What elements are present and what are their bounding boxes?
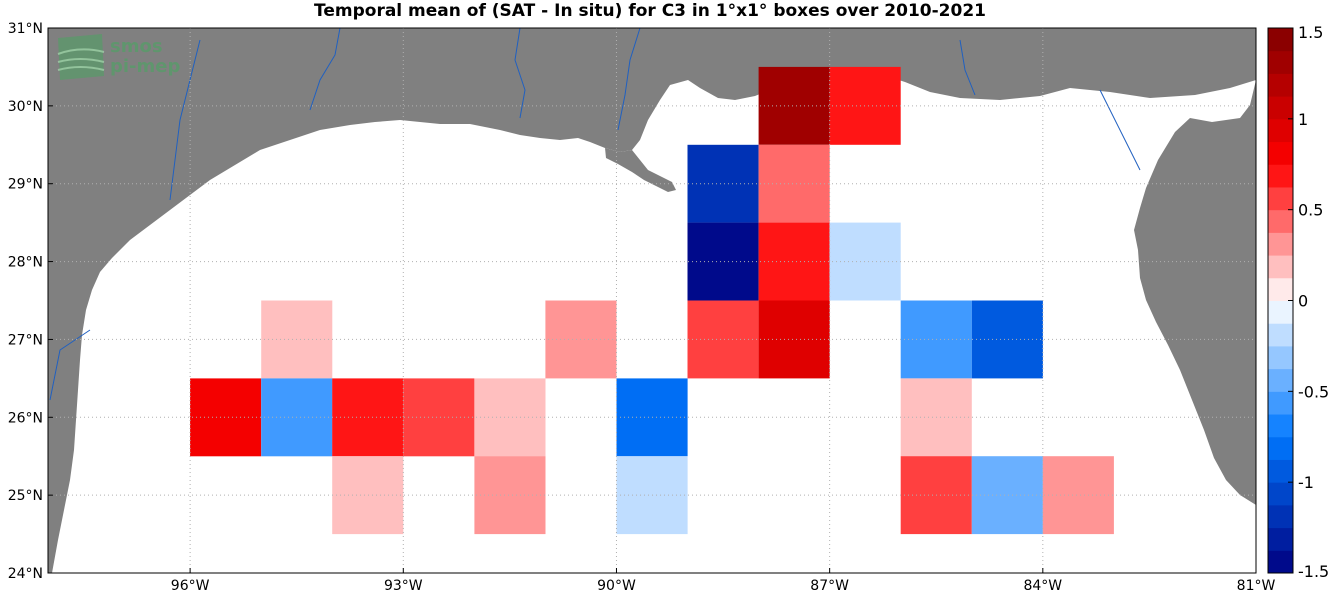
y-tick-label: 28°N — [8, 255, 43, 271]
land-northern-coast — [48, 28, 1256, 573]
heatmap-cell — [687, 300, 759, 379]
river — [959, 39, 976, 96]
colorbar-segment — [1268, 550, 1293, 574]
chart-title: Temporal mean of (SAT - In situ) for C3 … — [314, 1, 986, 21]
logo-text-smos: smos — [110, 36, 163, 57]
land-river-delta — [605, 148, 676, 192]
heatmap-cell — [687, 222, 759, 301]
logo-icon-stripes — [57, 48, 105, 71]
colorbar-tick-label: 0.5 — [1298, 201, 1323, 220]
x-tick-label: 90°W — [597, 578, 636, 594]
y-axis: 24°N 25°N 26°N 27°N 28°N 29°N 30°N 31°N — [8, 21, 53, 582]
y-tick-label: 31°N — [8, 21, 43, 37]
x-axis: 96°W 93°W 90°W 87°W 84°W 81°W — [171, 568, 1276, 594]
x-tick-label: 87°W — [810, 578, 849, 594]
y-tick-label: 29°N — [8, 177, 43, 193]
river — [617, 27, 641, 131]
colorbar-segment — [1268, 277, 1293, 301]
land-island — [1232, 168, 1242, 178]
colorbar-tick-label: -1 — [1298, 473, 1314, 492]
heatmap-cell — [403, 378, 475, 457]
colorbar-segment — [1268, 28, 1293, 52]
colorbar-tick-label: -0.5 — [1298, 382, 1329, 401]
heatmap-cell — [190, 378, 262, 457]
heatmap-cell — [687, 144, 759, 223]
colorbar — [1267, 27, 1294, 574]
logo-icon — [58, 34, 104, 80]
river — [49, 329, 91, 401]
colorbar-segment — [1268, 482, 1293, 506]
x-tick-label: 93°W — [384, 578, 423, 594]
heatmap-cell — [474, 456, 546, 535]
heatmap-cell — [758, 222, 830, 301]
colorbar-segment — [1268, 436, 1293, 460]
y-tick-label: 25°N — [8, 488, 43, 504]
heatmap-cell — [758, 144, 830, 223]
y-tick-label: 27°N — [8, 332, 43, 348]
colorbar-segment — [1268, 164, 1293, 188]
y-tick-label: 30°N — [8, 99, 43, 115]
colorbar-segment — [1268, 368, 1293, 392]
colorbar-segment — [1268, 209, 1293, 233]
x-tick-label: 96°W — [171, 578, 210, 594]
y-tick-label: 24°N — [8, 566, 43, 582]
colorbar-tick-label: -1.5 — [1298, 562, 1329, 581]
colorbar-segment — [1268, 73, 1293, 97]
y-tick-label: 26°N — [8, 410, 43, 426]
land-layer — [48, 28, 1256, 573]
heatmap-cell — [971, 300, 1043, 379]
colorbar-tick-label: 0 — [1298, 292, 1308, 311]
river — [1099, 89, 1141, 171]
heatmap-cell — [1042, 456, 1114, 535]
colorbar-segment — [1268, 300, 1293, 324]
smos-pi-mep-logo: smos pi-mep — [57, 34, 180, 80]
river — [514, 27, 526, 119]
colorbar-segment — [1268, 459, 1293, 483]
colorbar-segment — [1268, 323, 1293, 347]
colorbar-segment — [1268, 391, 1293, 415]
x-tick-label: 81°W — [1237, 578, 1276, 594]
river — [309, 27, 341, 111]
colorbar-segment — [1268, 118, 1293, 143]
colorbar-segment — [1268, 141, 1293, 165]
colorbar-segment — [1268, 232, 1293, 256]
colorbar-segment — [1268, 186, 1293, 211]
colorbar-segment — [1268, 96, 1293, 120]
heatmap-cell — [758, 66, 830, 145]
river — [169, 39, 201, 201]
grid-lines — [48, 28, 1256, 573]
logo-text-pi-mep: pi-mep — [110, 56, 180, 77]
land-island — [1206, 268, 1214, 276]
heatmap-cell — [971, 456, 1043, 535]
colorbar-segment — [1268, 345, 1293, 370]
colorbar-tick-label: 1 — [1298, 110, 1308, 129]
colorbar-tick-label: 1.5 — [1298, 23, 1323, 42]
heatmap-cell — [758, 300, 830, 379]
plot-frame — [47, 27, 1257, 574]
x-tick-label: 84°W — [1023, 578, 1062, 594]
colorbar-segment — [1268, 414, 1293, 438]
colorbar-ticks: 1.5 1 0.5 0 -0.5 -1 -1.5 — [1288, 23, 1329, 581]
colorbar-segment — [1268, 504, 1293, 529]
heatmap-cell — [474, 378, 546, 457]
colorbar-segment — [1268, 527, 1293, 551]
colorbar-segment — [1268, 255, 1293, 279]
river-layer — [49, 27, 1141, 401]
colorbar-segment — [1268, 50, 1293, 74]
